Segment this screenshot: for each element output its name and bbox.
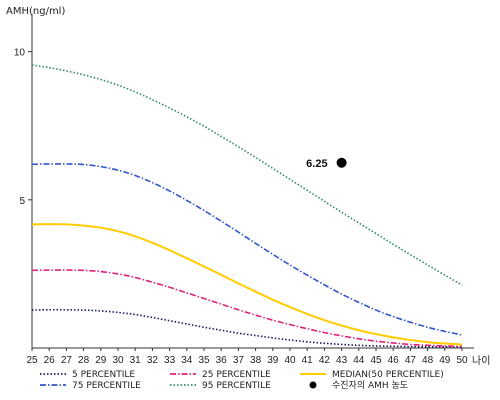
x-tick-label: 34 [181, 355, 193, 366]
patient-point-label: 6.25 [306, 158, 327, 170]
x-tick-label: 50 [456, 355, 468, 366]
series-line-2 [31, 269, 463, 348]
y-axis-title: AMH(ng/ml) [6, 6, 65, 17]
x-tick-label: 43 [336, 355, 348, 366]
x-tick-label: 28 [78, 355, 90, 366]
x-tick-label: 39 [267, 355, 279, 366]
x-tick-label: 35 [198, 355, 210, 366]
x-tick-label: 48 [422, 355, 434, 366]
patient-point-marker [336, 157, 347, 168]
legend-label-4: 75 PERCENTILE [72, 381, 141, 391]
legend: 5 PERCENTILE 25 PERCENTILE MEDIAN(50 PERCE… [40, 370, 444, 391]
x-tick-label: 33 [164, 355, 176, 366]
x-tick-label: 42 [319, 355, 331, 366]
legend-patient-marker [309, 381, 317, 389]
x-tick-label: 27 [61, 355, 73, 366]
x-tick-label: 32 [147, 355, 159, 366]
x-tick-label: 37 [233, 355, 245, 366]
y-tick-label: 10 [14, 48, 26, 59]
legend-label-3: MEDIAN(50 PERCENTILE) [332, 370, 444, 380]
x-tick-label: 40 [284, 355, 296, 366]
x-tick-label: 38 [250, 355, 262, 366]
x-tick-label: 26 [44, 355, 56, 366]
x-tick-label: 49 [439, 355, 451, 366]
x-tick-label: 29 [95, 355, 107, 366]
x-tick-label: 47 [405, 355, 417, 366]
legend-label-5: 95 PERCENTILE [202, 381, 271, 391]
series-line-3 [31, 223, 463, 346]
series-line-5 [31, 64, 463, 286]
series-layer [31, 64, 463, 348]
x-tick-label: 41 [302, 355, 314, 366]
x-tick-label: 25 [26, 355, 38, 366]
y-tick-label: 5 [19, 196, 25, 207]
legend-label-1: 5 PERCENTILE [72, 370, 135, 380]
x-tick-label: 46 [388, 355, 400, 366]
x-tick-label: 30 [112, 355, 124, 366]
x-tick-label: 36 [216, 355, 228, 366]
x-tick-label: 45 [370, 355, 382, 366]
series-line-1 [31, 308, 463, 348]
series-line-4 [31, 163, 463, 336]
x-axis-title: 나이 [472, 355, 490, 367]
legend-patient-label: 수진자의 AMH 농도 [332, 380, 408, 391]
legend-label-2: 25 PERCENTILE [202, 370, 271, 380]
x-tick-label: 31 [130, 355, 142, 366]
x-tick-label: 44 [353, 355, 365, 366]
patient-point-layer: 6.25 [306, 157, 347, 170]
axes: AMH(ng/ml) 나이 5 10 25 26 27 28 29 30 31 32 33 34 35 36 3… [6, 6, 490, 367]
